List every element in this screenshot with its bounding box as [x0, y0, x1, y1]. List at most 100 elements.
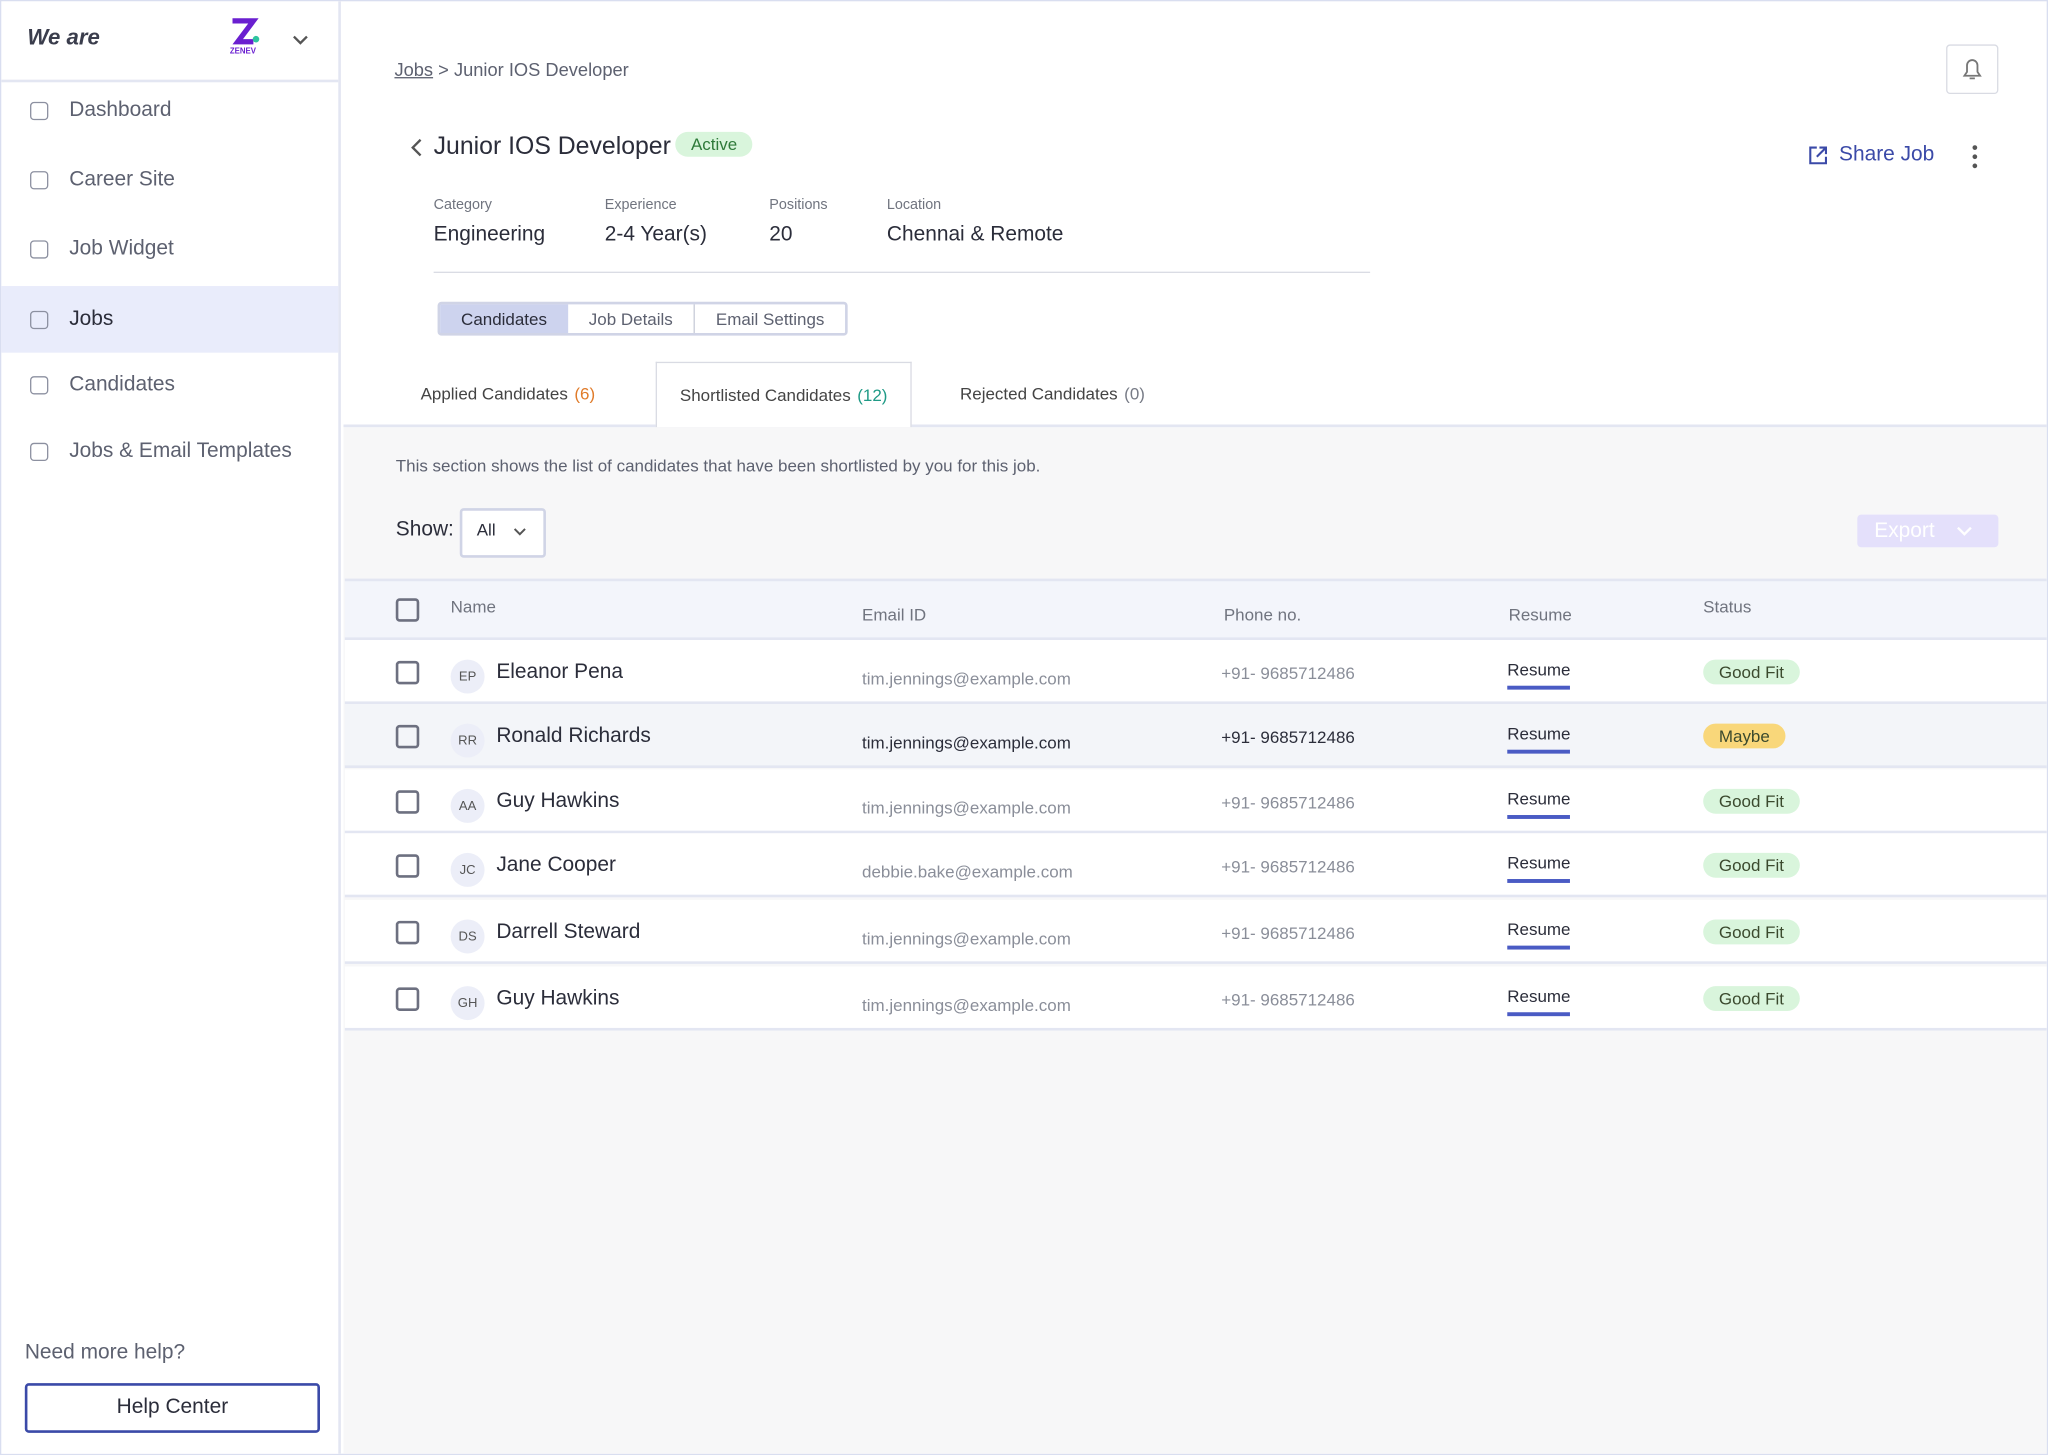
back-button[interactable] [409, 137, 425, 158]
column-header[interactable]: Phone no. [1223, 604, 1302, 625]
view-tab[interactable]: Email Settings [693, 304, 846, 334]
candidate-tab[interactable]: Applied Candidates (6) [421, 362, 596, 425]
select-all-checkbox[interactable] [395, 598, 420, 622]
nav-item[interactable]: Dashboard [1, 77, 338, 144]
dropdown-icon [513, 528, 526, 536]
show-filter[interactable]: All [459, 508, 546, 558]
breadcrumb-separator: > [438, 58, 449, 80]
candidate-phone: +91- 9685712486 [1221, 663, 1355, 684]
meta-label: Experience [604, 197, 677, 213]
table-header [344, 578, 2047, 640]
meta-item: Category Engineering [434, 197, 546, 247]
nav-item[interactable]: Jobs [1, 286, 339, 353]
status-badge: Good Fit [1703, 919, 1800, 945]
logo-mark [232, 18, 260, 45]
tab-label: Rejected Candidates [959, 383, 1118, 403]
meta-value: Chennai & Remote [886, 223, 1064, 246]
resume-link[interactable]: Resume [1507, 986, 1571, 1017]
meta-value: 20 [769, 223, 793, 246]
column-header[interactable]: Name [450, 596, 496, 617]
column-header[interactable]: Email ID [862, 604, 927, 625]
status-badge: Good Fit [1703, 852, 1800, 878]
resume-link[interactable]: Resume [1507, 853, 1571, 883]
candidate-email: tim.jennings@example.com [862, 668, 1071, 689]
meta-value: Engineering [433, 223, 546, 246]
row-checkbox[interactable] [395, 724, 420, 749]
candidate-name: Guy Hawkins [496, 987, 620, 1010]
status-badge: Maybe [1703, 723, 1786, 749]
candidate-tab[interactable]: Rejected Candidates (0) [960, 362, 1145, 425]
candidate-name: Ronald Richards [496, 724, 651, 748]
nav-label: Job Widget [69, 237, 174, 260]
section-description: This section shows the list of candidate… [395, 455, 1041, 476]
row-checkbox[interactable] [395, 987, 420, 1011]
status-badge: Good Fit [1703, 986, 1800, 1011]
candidate-phone: +91- 9685712486 [1221, 923, 1355, 944]
nav-item[interactable]: Career Site [1, 146, 338, 213]
help-center-button[interactable]: Help Center [24, 1383, 320, 1433]
view-tab[interactable]: Candidates [440, 304, 568, 334]
divider [433, 271, 1371, 273]
share-icon [1809, 146, 1828, 165]
row-checkbox[interactable] [395, 660, 420, 685]
nav-item[interactable]: Jobs & Email Templates [1, 418, 338, 485]
candidate-phone: +91- 9685712486 [1221, 856, 1355, 877]
show-label: Show: [395, 518, 454, 541]
candidate-email: tim.jennings@example.com [862, 798, 1071, 818]
nav-item[interactable]: Job Widget [1, 216, 338, 283]
avatar: RR [450, 723, 485, 758]
status-badge: Good Fit [1703, 659, 1800, 685]
brand-bar: We are ZENEV [1, 1, 339, 83]
row-checkbox[interactable] [395, 790, 420, 814]
nav-icon [30, 101, 49, 120]
tab-label: Applied Candidates [420, 383, 568, 403]
tab-count: (12) [857, 385, 888, 405]
notification-button[interactable] [1946, 44, 1999, 95]
job-status: Active [675, 131, 753, 157]
candidate-email: tim.jennings@example.com [862, 995, 1071, 1015]
meta-value: 2-4 Year(s) [604, 223, 707, 246]
candidate-name: Eleanor Pena [496, 660, 623, 684]
view-tab[interactable]: Job Details [588, 308, 673, 329]
brand-dropdown[interactable] [291, 34, 309, 47]
show-filter-value: All [476, 519, 496, 540]
more-menu[interactable] [1967, 142, 1983, 171]
meta-label: Positions [769, 197, 828, 213]
export-dropdown-icon [1957, 526, 1973, 536]
export-text: Export [1874, 519, 1935, 542]
candidate-tab[interactable]: Shortlisted Candidates (12) [655, 361, 912, 428]
avatar: EP [450, 659, 485, 694]
breadcrumb-link[interactable]: Jobs [394, 58, 434, 80]
nav-item[interactable]: Candidates [1, 351, 338, 418]
resume-link[interactable]: Resume [1507, 920, 1571, 950]
candidate-name: Jane Cooper [496, 854, 616, 877]
sidebar: We are ZENEV Need more help? Help Center… [1, 1, 341, 1454]
resume-link[interactable]: Resume [1507, 660, 1571, 690]
help-text: Need more help? [24, 1341, 186, 1364]
candidate-email: debbie.bake@example.com [862, 862, 1073, 882]
resume-link[interactable]: Resume [1507, 789, 1571, 819]
meta-label: Location [886, 197, 942, 213]
nav-icon [30, 239, 49, 258]
candidate-email: tim.jennings@example.com [862, 732, 1071, 753]
brand-text: We are [27, 24, 100, 50]
bell-icon [1962, 59, 1982, 80]
nav-label: Career Site [69, 167, 175, 191]
breadcrumb: Jobs > Junior IOS Developer [394, 59, 628, 80]
share-job-text: Share Job [1839, 143, 1935, 166]
share-job-button[interactable]: Share Job [1806, 144, 1934, 168]
status-badge: Good Fit [1703, 788, 1800, 814]
candidate-name: Darrell Steward [496, 920, 641, 944]
avatar: GH [450, 986, 485, 1021]
resume-link[interactable]: Resume [1507, 724, 1571, 754]
row-checkbox[interactable] [395, 920, 420, 945]
export-button[interactable]: Export [1857, 514, 1999, 548]
candidate-phone: +91- 9685712486 [1221, 990, 1355, 1010]
view-tabs: Candidates Job Details Email Settings [437, 301, 848, 336]
nav-label: Candidates [69, 372, 175, 396]
row-checkbox[interactable] [395, 854, 420, 878]
avatar: DS [450, 919, 485, 954]
avatar: AA [450, 788, 485, 823]
